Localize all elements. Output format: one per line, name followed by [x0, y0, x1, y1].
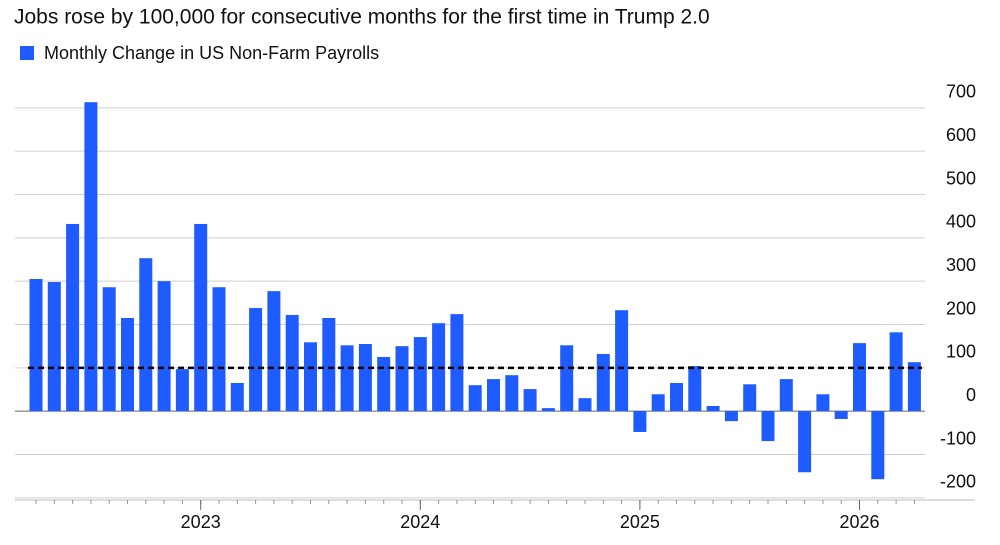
bar: [468, 385, 482, 412]
bar: [578, 398, 592, 412]
y-tick-label: 600: [946, 125, 976, 145]
bar: [66, 223, 80, 412]
bar: [615, 310, 629, 412]
bar: [505, 375, 519, 412]
bar: [761, 411, 775, 442]
bar: [541, 408, 555, 412]
bar: [871, 411, 885, 480]
bar: [84, 102, 98, 412]
x-tick-label: 2026: [839, 512, 879, 532]
x-tick-label: 2025: [620, 512, 660, 532]
bar: [596, 353, 610, 412]
y-tick-label: 500: [946, 168, 976, 188]
x-tick-label: 2023: [181, 512, 221, 532]
bar: [395, 346, 409, 412]
bar: [724, 411, 738, 422]
bar: [157, 281, 171, 412]
bar: [853, 343, 866, 412]
bar: [212, 287, 226, 412]
bar: [523, 389, 537, 412]
y-tick-label: 700: [946, 82, 976, 102]
bar: [358, 344, 372, 412]
y-tick-label: 200: [946, 298, 976, 318]
bar: [267, 291, 281, 412]
bar: [706, 405, 720, 412]
bar: [688, 366, 702, 412]
bar: [29, 279, 43, 412]
bar: [487, 379, 500, 412]
legend-label: Monthly Change in US Non-Farm Payrolls: [44, 43, 379, 63]
y-tick-label: 0: [966, 385, 976, 405]
bar: [670, 383, 683, 412]
bar: [798, 411, 812, 473]
y-tick-label: -200: [940, 472, 976, 492]
bar: [907, 362, 921, 412]
bar: [816, 394, 830, 412]
bar: [340, 345, 354, 412]
bar: [889, 332, 903, 412]
chart-title: Jobs rose by 100,000 for consecutive mon…: [14, 6, 710, 29]
bar: [651, 394, 665, 412]
bar: [834, 411, 848, 419]
bar: [230, 383, 244, 412]
bar: [304, 342, 317, 412]
y-tick-label: -100: [940, 428, 976, 448]
bar: [560, 345, 574, 412]
bar: [175, 369, 189, 412]
bar: [47, 282, 61, 412]
y-tick-label: 400: [946, 212, 976, 232]
bar: [450, 314, 464, 412]
bar: [322, 318, 336, 412]
bar: [249, 308, 263, 412]
bar: [633, 411, 647, 432]
legend-swatch: [20, 46, 34, 60]
bar: [121, 318, 134, 412]
bar: [413, 337, 427, 412]
bar: [779, 379, 793, 412]
x-tick-label: 2024: [400, 512, 440, 532]
bar: [285, 314, 299, 412]
y-tick-label: 100: [946, 342, 976, 362]
bar: [743, 384, 757, 412]
y-tick-label: 300: [946, 255, 976, 275]
bar: [377, 357, 391, 412]
bar: [139, 258, 153, 412]
bar: [194, 223, 208, 412]
bar: [102, 287, 116, 412]
